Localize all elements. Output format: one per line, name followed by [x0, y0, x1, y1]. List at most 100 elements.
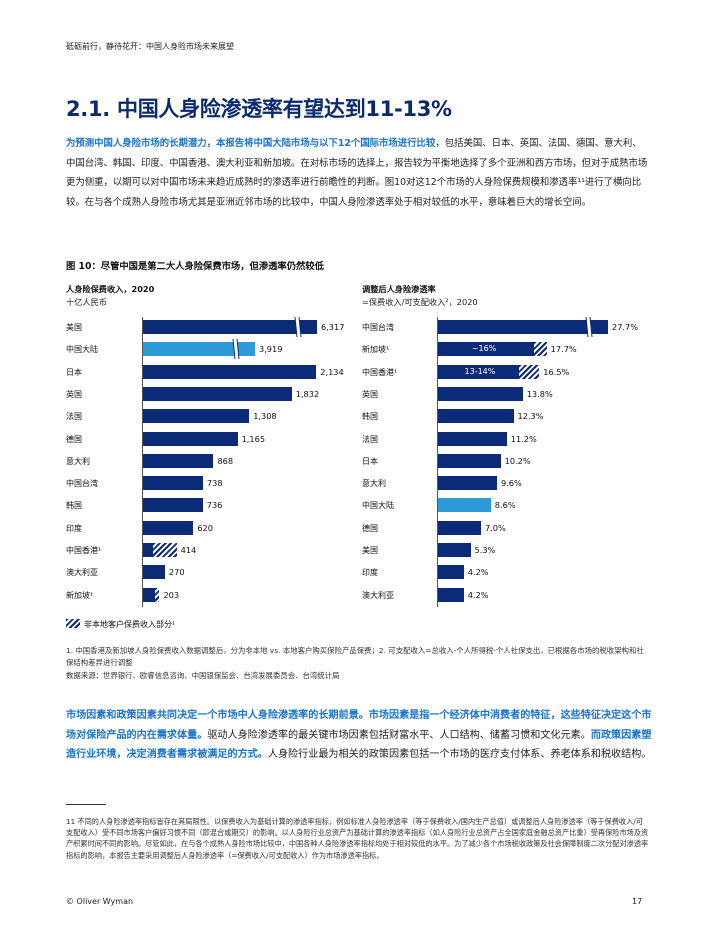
- footnote: 11 不同的人身险渗透率指标皆存在其局限性。以保费收入为基础计算的渗透率指标，例…: [66, 817, 649, 860]
- left-row-label: 美国: [66, 323, 82, 332]
- right-bar-value: 5.3%: [474, 545, 496, 555]
- left-axis-break-mark: [294, 317, 302, 337]
- left-panel-subtitle: 十亿人民币: [66, 297, 107, 307]
- para2-b: 驱动人身险渗透率的最关键市场因素包括财富水平、人口结构、储蓄习惯和文化元素。: [207, 729, 591, 741]
- right-bar-hatch: [519, 364, 540, 379]
- left-row-label: 意大利: [66, 456, 90, 466]
- left-bar: [143, 476, 203, 491]
- right-bar: [438, 320, 608, 334]
- right-bar: [438, 409, 514, 424]
- right-row-label: 德国: [362, 523, 378, 533]
- right-bar: [438, 342, 534, 357]
- right-bar-value: 13.8%: [526, 388, 553, 399]
- right-bar-value: 4.2%: [467, 567, 489, 578]
- right-bar-value: 27.7%: [612, 322, 639, 332]
- figure-title: 图 10：尽管中国是第二大人身险保费市场，但渗透率仍然较低: [66, 261, 324, 272]
- left-bar: [143, 587, 155, 602]
- left-axis-break-mark: [232, 339, 240, 360]
- left-bar: [143, 498, 203, 513]
- intro-rest: ，包括美国、日本、英国、法国、德国、意大利、中国台湾、韩国、印度、中国香港、澳大…: [66, 138, 648, 208]
- right-bar-value: 12.3%: [517, 411, 544, 422]
- right-bar: [438, 386, 523, 401]
- chart-source: 数据来源：世界银行、欧睿信息咨询、中国银保监会、台湾发展委员会、台湾统计局: [66, 671, 340, 680]
- left-bar-value: 1,308: [253, 411, 277, 422]
- legend-label: 非本地客户保费收入部分¹: [84, 620, 176, 629]
- para2-c: 而政策因素塑造行业环境，决定消费者需求被满足的方式。: [66, 729, 652, 761]
- right-axis: [437, 317, 438, 607]
- right-row-label: 新加坡¹: [362, 345, 390, 355]
- left-bar-hatch: [153, 543, 177, 557]
- left-bar-value: 736: [206, 500, 223, 511]
- left-bar: [143, 565, 165, 580]
- left-bar: [143, 520, 194, 535]
- chart-notes: 1. 中国香港及新加坡人身险保费收入数据调整后，分为非本地 vs. 本地客户购买…: [66, 646, 644, 667]
- right-row-label: 澳大利亚: [362, 590, 394, 600]
- intro-lead: 为预测中国人身险市场的长期潜力，本报告将中国大陆市场与以下12个国际市场进行比较: [66, 138, 436, 149]
- right-bar-value: 9.6%: [500, 478, 522, 489]
- left-bar: [143, 453, 214, 468]
- right-bar: [438, 587, 464, 602]
- section-title: 2.1. 中国人身险渗透率有望达到11-13%: [66, 97, 452, 121]
- left-bar: [143, 431, 238, 446]
- right-bar: [438, 565, 464, 580]
- left-row-label: 新加坡¹: [66, 590, 94, 600]
- right-bar-inner-label: 13-14%: [464, 366, 496, 376]
- page-number: 17: [632, 897, 643, 906]
- left-bar-value: 1,832: [295, 388, 320, 399]
- right-bar: [438, 364, 520, 379]
- left-bar-value: 2,134: [320, 366, 344, 377]
- left-panel-title: 人身险保费收入，2020: [66, 284, 155, 294]
- left-row-label: 中国香港¹: [66, 546, 102, 555]
- right-row-label: 法国: [362, 434, 378, 444]
- right-bar: [438, 431, 507, 446]
- left-row-label: 韩国: [66, 501, 82, 511]
- left-row-label: 法国: [66, 412, 82, 422]
- left-bar: [143, 364, 317, 379]
- left-bar-value: 738: [206, 478, 223, 489]
- left-bar: [143, 543, 154, 557]
- right-row-label: 中国香港¹: [362, 367, 398, 377]
- hatch-swatch: [66, 619, 80, 628]
- right-row-label: 印度: [362, 568, 378, 578]
- left-row-label: 澳大利亚: [66, 568, 98, 578]
- right-bar-value: 8.6%: [494, 500, 516, 511]
- footnote-rule: [66, 804, 106, 805]
- para2-a: 市场因素和政策因素共同决定一个市场中人身险渗透率的长期前景。市场因素是指一个经济…: [66, 710, 652, 741]
- left-bar-value: 620: [197, 522, 213, 533]
- left-bar-value: 868: [217, 455, 234, 466]
- left-row-label: 日本: [66, 367, 82, 377]
- left-row-label: 英国: [66, 389, 82, 399]
- right-row-label: 意大利: [362, 479, 386, 489]
- right-row-label: 美国: [362, 546, 378, 555]
- left-bar-value: 6,317: [321, 322, 345, 332]
- right-axis-break-mark: [585, 317, 593, 337]
- right-row-label: 韩国: [362, 412, 378, 422]
- left-bar-value: 203: [163, 589, 180, 600]
- right-bar-value: 4.2%: [467, 589, 489, 600]
- left-row-label: 中国大陆: [66, 345, 98, 355]
- right-bar-value: 7.0%: [484, 522, 506, 533]
- right-bar-value: 11.2%: [510, 433, 537, 444]
- chart-legend: 非本地客户保费收入部分¹: [66, 619, 175, 630]
- right-bar: [438, 543, 471, 557]
- right-row-label: 中国大陆: [362, 501, 394, 511]
- left-row-label: 德国: [66, 434, 82, 444]
- right-row-label: 中国台湾: [362, 323, 394, 332]
- right-panel-title: 调整后人身险渗透率: [362, 284, 436, 294]
- running-header: 砥砺前行，静待花开：中国人身险市场未来展望: [66, 42, 234, 51]
- para2-d: 人身险行业最为相关的政策因素包括一个市场的医疗支付体系、养老体系和税收结构。: [267, 749, 652, 760]
- footer-copyright: © Oliver Wyman: [66, 897, 134, 906]
- right-panel-subtitle: =保费收入/可支配收入²，2020: [362, 297, 478, 307]
- intro-paragraph: 为预测中国人身险市场的长期潜力，本报告将中国大陆市场与以下12个国际市场进行比较…: [66, 134, 650, 212]
- left-axis: [142, 317, 143, 607]
- right-bar-value: 16.5%: [543, 366, 570, 377]
- right-bar-value: 17.7%: [550, 344, 577, 355]
- right-bar: [438, 453, 501, 468]
- right-bar: [438, 520, 481, 535]
- left-row-label: 印度: [66, 523, 82, 533]
- left-bar-value: 270: [168, 567, 185, 578]
- left-bar-value: 414: [180, 545, 197, 555]
- left-bar: [143, 386, 292, 401]
- left-bar: [143, 320, 317, 334]
- left-bar-hatch: [154, 587, 160, 602]
